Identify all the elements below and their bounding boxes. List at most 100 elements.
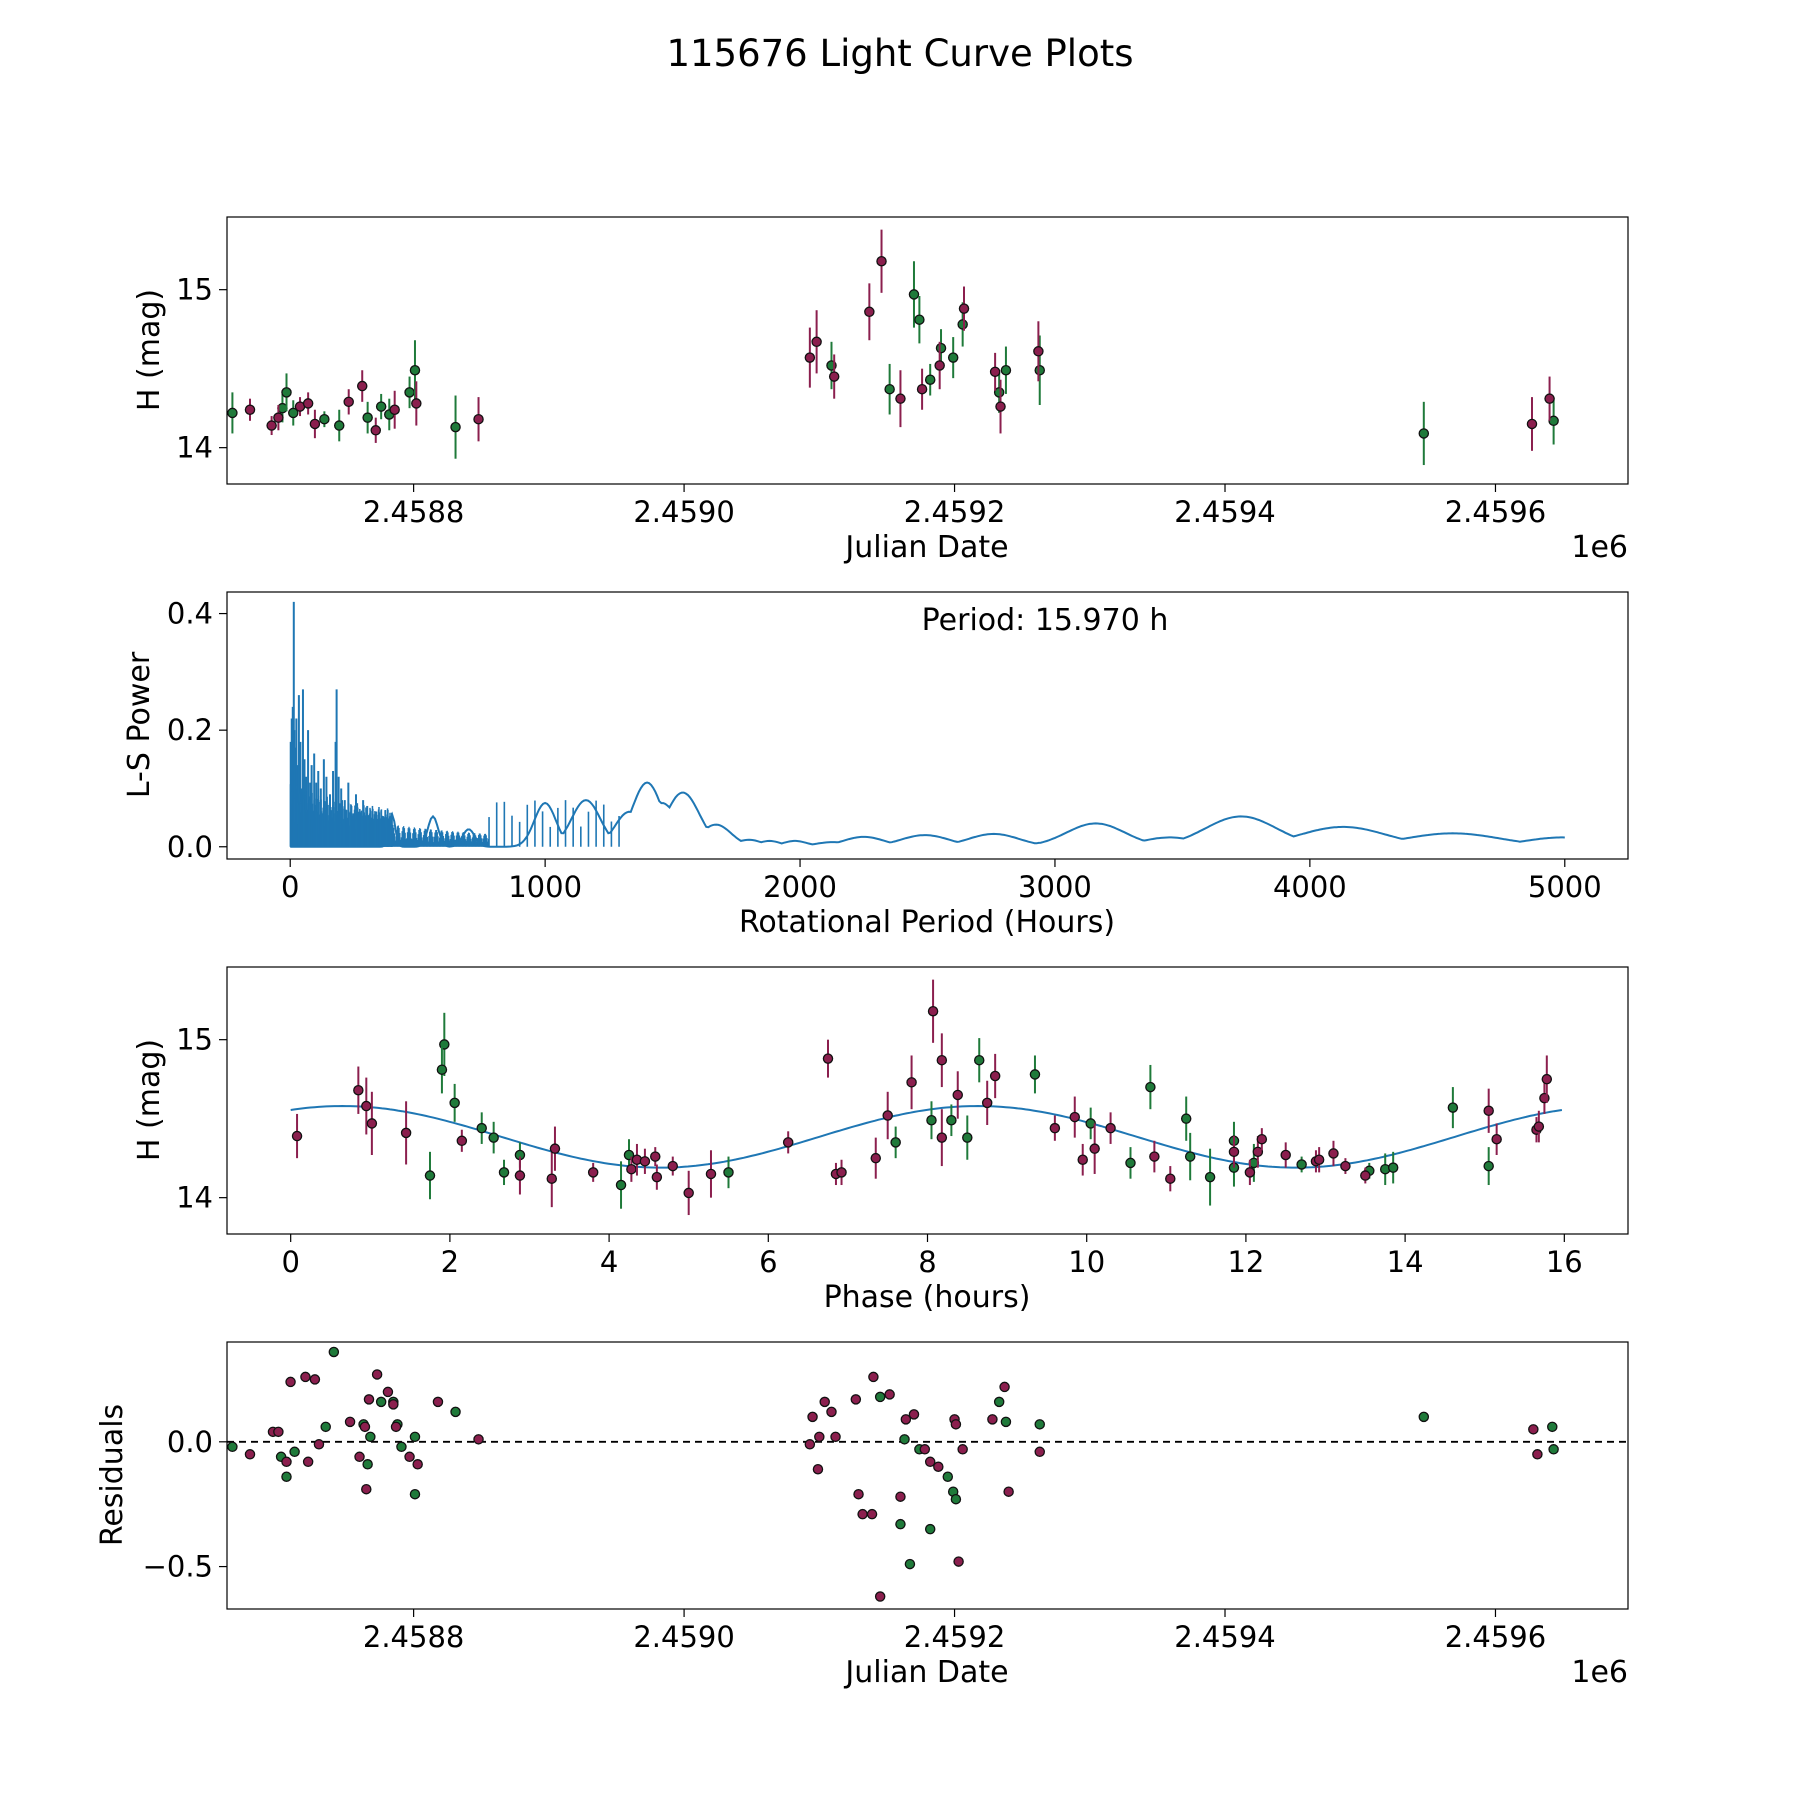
data-point-maroon xyxy=(950,1419,962,1430)
data-point-green xyxy=(409,1431,421,1443)
x-tick-label: 3000 xyxy=(1018,870,1092,904)
data-point-green xyxy=(333,420,345,431)
data-point-green xyxy=(924,1523,936,1535)
data-point-maroon xyxy=(1256,1133,1268,1145)
data-point-maroon xyxy=(353,1084,364,1096)
data-point-green xyxy=(362,412,373,423)
data-point-maroon xyxy=(1244,1167,1256,1178)
data-point-maroon xyxy=(857,1508,868,1520)
data-point-green xyxy=(375,401,387,412)
data-point-maroon xyxy=(814,1431,825,1443)
data-point-maroon xyxy=(411,398,422,409)
data-point-green xyxy=(436,1064,448,1075)
data-point-maroon xyxy=(1544,393,1555,404)
y-tick-label: 0.2 xyxy=(167,713,213,747)
data-point-maroon xyxy=(924,1456,936,1468)
data-point-maroon xyxy=(884,1389,895,1400)
data-point-maroon xyxy=(1034,1446,1045,1458)
data-point-green xyxy=(908,289,920,300)
data-point-maroon xyxy=(683,1187,694,1199)
data-point-maroon xyxy=(412,1459,423,1470)
data-point-green xyxy=(973,1054,985,1066)
x-tick-label: 4000 xyxy=(1273,870,1347,904)
data-point-maroon xyxy=(456,1135,468,1147)
data-point-maroon xyxy=(389,404,400,415)
data-point-maroon xyxy=(1491,1133,1502,1145)
data-point-maroon xyxy=(868,1371,879,1383)
data-point-green xyxy=(1418,428,1430,439)
data-point-green xyxy=(409,364,421,376)
data-point-maroon xyxy=(828,371,840,382)
data-point-maroon xyxy=(864,306,875,318)
data-point-maroon xyxy=(273,412,284,423)
data-point-maroon xyxy=(850,1394,862,1405)
data-point-maroon xyxy=(302,398,314,409)
data-point-green xyxy=(476,1122,487,1134)
data-point-green xyxy=(904,1558,916,1570)
y-tick-label: 15 xyxy=(176,273,213,307)
data-point-maroon xyxy=(1003,1486,1014,1497)
x-tick-label: 14 xyxy=(1387,1245,1424,1279)
data-point-green xyxy=(1000,364,1012,376)
data-point-maroon xyxy=(819,1396,830,1408)
data-point-maroon xyxy=(359,1421,371,1433)
data-point-green xyxy=(1447,1102,1459,1113)
residuals-ylabel: Residuals xyxy=(95,1404,130,1546)
y-tick-label: −0.5 xyxy=(143,1550,213,1584)
data-point-maroon xyxy=(874,1591,886,1602)
data-point-maroon xyxy=(826,1406,837,1418)
x-tick-label: 2000 xyxy=(763,870,837,904)
data-point-maroon xyxy=(934,360,945,371)
periodogram-frame xyxy=(226,591,1629,860)
data-point-green xyxy=(1547,1421,1558,1433)
y-tick-label: 0.4 xyxy=(167,597,213,631)
data-point-green xyxy=(1387,1162,1399,1173)
y-tick-label: 0.0 xyxy=(167,1425,213,1459)
data-point-maroon xyxy=(927,1005,939,1017)
data-point-green xyxy=(1184,1151,1196,1162)
data-point-maroon xyxy=(876,255,887,267)
data-point-green xyxy=(947,352,959,363)
data-point-maroon xyxy=(266,420,277,431)
data-point-maroon xyxy=(244,1449,256,1460)
data-point-green xyxy=(450,421,461,433)
data-point-green xyxy=(957,319,968,330)
data-point-maroon xyxy=(1313,1154,1325,1165)
data-point-maroon xyxy=(1228,1146,1240,1158)
data-point-maroon xyxy=(804,352,816,363)
x-tick-label: 2.4590 xyxy=(633,1620,734,1654)
data-point-maroon xyxy=(1528,1424,1539,1435)
data-point-maroon xyxy=(546,1173,558,1184)
x-tick-label: 2 xyxy=(441,1245,459,1279)
data-point-maroon xyxy=(361,1100,372,1112)
data-point-maroon xyxy=(870,1152,882,1164)
data-point-maroon xyxy=(906,1077,917,1088)
lightcurve-offset-label: 1e6 xyxy=(1571,530,1628,565)
data-point-maroon xyxy=(371,1369,383,1380)
data-point-maroon xyxy=(281,1456,292,1468)
y-tick-label: 14 xyxy=(176,1181,213,1215)
data-point-maroon xyxy=(514,1170,526,1181)
data-point-maroon xyxy=(432,1396,444,1408)
data-point-maroon xyxy=(705,1168,717,1180)
data-point-maroon xyxy=(900,1414,912,1425)
data-point-maroon xyxy=(807,1411,818,1423)
periodogram-ylabel: L-S Power xyxy=(122,651,157,798)
data-point-maroon xyxy=(989,366,1001,378)
data-point-maroon xyxy=(650,1151,661,1162)
x-tick-label: 6 xyxy=(759,1245,777,1279)
data-point-maroon xyxy=(1340,1160,1351,1172)
data-point-green xyxy=(1000,1416,1012,1428)
periodogram-curve xyxy=(290,781,1565,848)
data-point-maroon xyxy=(388,1399,399,1410)
x-tick-label: 1000 xyxy=(508,870,582,904)
data-point-maroon xyxy=(302,1456,314,1468)
data-point-green xyxy=(396,1441,407,1453)
data-point-maroon xyxy=(1280,1149,1291,1161)
x-tick-label: 8 xyxy=(918,1245,936,1279)
data-point-maroon xyxy=(587,1167,599,1178)
data-point-maroon xyxy=(1526,418,1538,430)
data-point-maroon xyxy=(895,393,906,404)
x-tick-label: 2.4596 xyxy=(1445,1620,1546,1654)
data-point-green xyxy=(1483,1160,1494,1172)
